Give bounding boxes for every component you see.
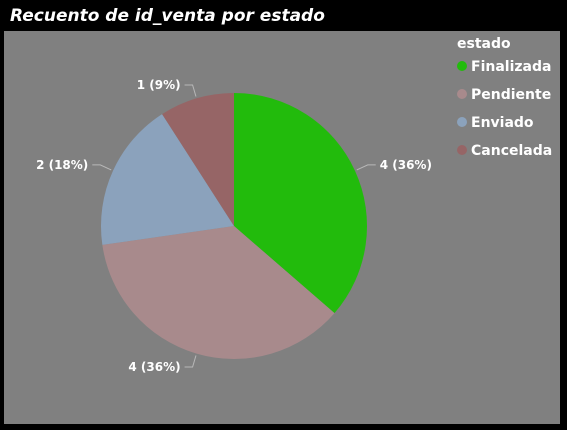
- legend-item-enviado[interactable]: Enviado: [471, 115, 534, 131]
- data-label-cancelada: 1 (9%): [137, 78, 181, 92]
- data-label-pendiente: 4 (36%): [128, 360, 180, 374]
- legend-marker-finalizada: [457, 61, 467, 71]
- leader-line-enviado: [92, 164, 112, 171]
- legend-marker-pendiente: [457, 89, 467, 99]
- chart-title: Recuento de id_venta por estado: [10, 6, 325, 26]
- data-label-enviado: 2 (18%): [36, 158, 88, 172]
- pie-slice-pendiente[interactable]: [102, 226, 335, 359]
- leader-line-finalizada: [356, 164, 376, 171]
- legend-marker-enviado: [457, 117, 467, 127]
- legend-marker-cancelada: [457, 145, 467, 155]
- legend-item-cancelada[interactable]: Cancelada: [471, 143, 552, 159]
- legend-item-finalizada[interactable]: Finalizada: [471, 59, 551, 75]
- leader-line-pendiente: [184, 355, 197, 368]
- pie-slice-finalizada[interactable]: [234, 93, 368, 314]
- data-label-finalizada: 4 (36%): [380, 158, 432, 172]
- leader-line-cancelada: [184, 84, 197, 97]
- legend-item-pendiente[interactable]: Pendiente: [471, 87, 551, 103]
- pie-slice-enviado[interactable]: [101, 114, 234, 245]
- legend-title: estado: [457, 36, 511, 52]
- pie-slice-cancelada[interactable]: [162, 93, 234, 226]
